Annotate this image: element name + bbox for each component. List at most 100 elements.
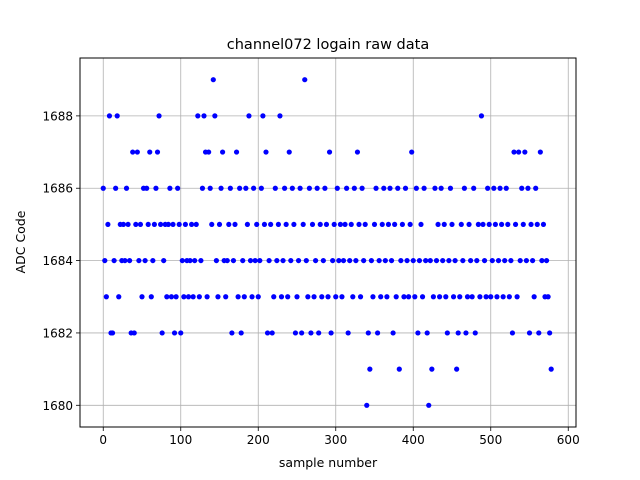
data-point xyxy=(161,257,167,264)
data-point xyxy=(534,221,540,228)
data-point xyxy=(116,294,122,300)
x-tick-label: 400 xyxy=(402,433,425,447)
data-point xyxy=(213,257,219,264)
data-point xyxy=(533,185,539,191)
data-point xyxy=(154,149,161,155)
data-point xyxy=(413,185,419,191)
y-axis-ticks: 1680 1682 1684 1686 1688 xyxy=(42,109,80,413)
data-point xyxy=(252,257,258,264)
data-point xyxy=(220,149,226,155)
data-point xyxy=(314,185,320,191)
data-point xyxy=(430,294,436,300)
data-point xyxy=(123,185,130,191)
data-point xyxy=(539,257,545,264)
x-tick-label: 200 xyxy=(247,433,270,447)
data-point xyxy=(209,221,215,228)
data-point xyxy=(344,185,350,191)
data-point xyxy=(196,294,202,300)
data-point xyxy=(384,294,390,300)
data-point xyxy=(255,294,261,300)
data-point xyxy=(362,221,368,228)
data-point xyxy=(508,257,514,264)
data-point xyxy=(433,257,440,264)
data-point xyxy=(168,294,175,300)
y-tick-label: 1684 xyxy=(42,254,73,268)
data-point xyxy=(207,185,213,191)
data-point xyxy=(190,294,196,300)
data-point xyxy=(483,294,489,300)
data-point xyxy=(122,257,128,264)
data-point xyxy=(181,294,187,300)
data-point xyxy=(204,294,210,300)
x-axis-ticks: 0 100 200 300 400 500 600 xyxy=(99,427,580,447)
data-point xyxy=(505,221,511,228)
data-point xyxy=(192,257,198,264)
data-point xyxy=(523,257,530,264)
data-point xyxy=(447,185,454,191)
data-point xyxy=(406,294,412,300)
data-point xyxy=(382,257,388,264)
data-point xyxy=(283,221,289,228)
data-point xyxy=(193,221,199,228)
data-point xyxy=(421,185,427,191)
data-point xyxy=(182,221,188,228)
data-point xyxy=(537,149,543,155)
data-point xyxy=(528,221,534,228)
data-point xyxy=(357,294,364,300)
data-point xyxy=(500,294,506,300)
x-tick-label: 500 xyxy=(479,433,502,447)
data-point xyxy=(232,221,238,228)
data-point xyxy=(469,294,475,300)
data-point xyxy=(342,221,348,228)
data-point xyxy=(134,149,140,155)
data-point xyxy=(261,221,268,228)
data-point xyxy=(294,294,300,300)
data-point xyxy=(463,330,469,336)
data-point xyxy=(254,221,260,228)
data-point xyxy=(543,257,550,264)
data-point xyxy=(178,330,184,336)
data-point xyxy=(376,257,382,264)
data-point xyxy=(187,257,193,264)
data-point xyxy=(494,294,500,300)
data-point xyxy=(415,330,421,336)
data-point xyxy=(233,149,240,155)
data-point xyxy=(322,185,328,191)
data-point xyxy=(316,330,322,336)
data-point xyxy=(517,257,523,264)
data-point xyxy=(475,221,481,228)
data-point xyxy=(268,221,274,228)
data-point xyxy=(531,294,537,300)
data-point xyxy=(277,113,283,119)
data-point xyxy=(437,294,443,300)
data-point xyxy=(365,330,371,336)
data-point xyxy=(506,294,512,300)
data-point xyxy=(547,330,553,336)
data-point xyxy=(325,294,331,300)
data-point xyxy=(145,221,151,228)
data-point xyxy=(300,221,306,228)
data-point xyxy=(240,257,246,264)
data-point xyxy=(257,257,263,264)
data-point xyxy=(105,221,111,228)
data-point xyxy=(478,113,485,119)
data-point xyxy=(113,185,119,191)
data-point xyxy=(427,257,433,264)
data-point xyxy=(402,185,409,191)
data-point xyxy=(477,294,483,300)
data-point xyxy=(474,257,480,264)
data-point xyxy=(280,257,286,264)
data-point xyxy=(175,185,181,191)
data-point xyxy=(130,149,136,155)
data-point xyxy=(159,330,165,336)
data-point xyxy=(353,257,359,264)
data-point xyxy=(461,185,467,191)
data-point xyxy=(455,330,461,336)
data-point xyxy=(359,185,365,191)
data-point xyxy=(530,257,536,264)
data-point xyxy=(195,113,201,119)
data-point xyxy=(499,221,505,228)
data-point xyxy=(497,185,503,191)
data-point xyxy=(133,221,139,228)
